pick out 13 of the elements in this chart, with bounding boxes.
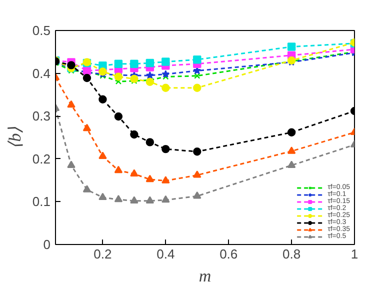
- y-axis-title: ⟨b⟩: [5, 126, 24, 149]
- x-tick-label: 0.6: [220, 246, 238, 262]
- y-tick-label: 0: [43, 237, 51, 252]
- y-tick-label: 0.5: [32, 23, 51, 38]
- y-tick-label: 0.4: [32, 66, 51, 81]
- y-tick-label: 0.3: [32, 108, 51, 124]
- x-axis-title: m: [198, 266, 212, 286]
- x-tick-label: 0.8: [282, 246, 301, 262]
- y-tick-label: 0.1: [32, 194, 51, 210]
- x-tick-label: 1: [350, 246, 358, 262]
- y-tick-label: 0.2: [32, 151, 51, 166]
- x-tick-label: 0.4: [156, 246, 175, 262]
- x-tick-label: 0.2: [94, 246, 112, 262]
